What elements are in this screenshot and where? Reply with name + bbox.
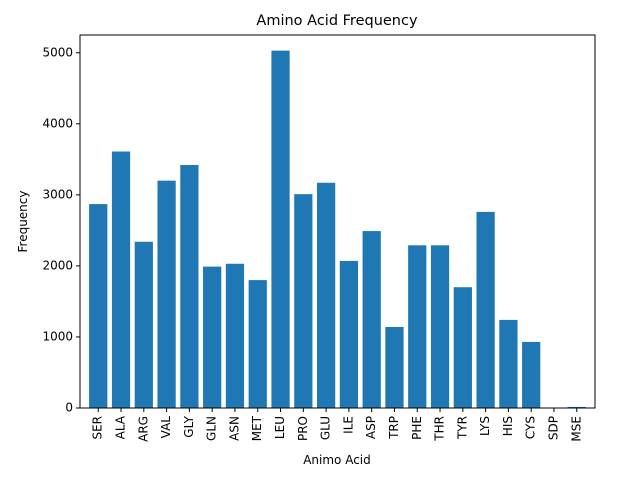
plot-frame	[80, 35, 595, 408]
x-tick-label: ILE	[341, 416, 355, 434]
x-axis: SER ALA ARG VAL GLY GLN ASN MET LEU PRO GLU ILE ASP T…	[91, 408, 584, 442]
x-tick-label: LYS	[478, 416, 492, 436]
y-tick-label: 1000	[42, 329, 73, 343]
x-axis-label: Animo Acid	[303, 453, 371, 467]
x-tick-label: SER	[91, 416, 105, 440]
bar-leu	[271, 51, 289, 408]
x-tick-label: ASN	[227, 416, 241, 441]
x-tick-label: PRO	[296, 416, 310, 441]
x-tick-label: MSE	[569, 416, 583, 442]
y-axis-label: Frequency	[16, 191, 30, 253]
x-tick-label: GLU	[319, 416, 333, 440]
bar-lys	[477, 212, 495, 408]
bar-gln	[203, 267, 221, 408]
x-tick-label: GLN	[205, 416, 219, 441]
bar-thr	[431, 245, 449, 408]
bar-ile	[340, 261, 358, 408]
x-tick-label: LEU	[273, 416, 287, 439]
y-tick-label: 2000	[42, 258, 73, 272]
bar-val	[157, 181, 175, 408]
x-tick-label: PHE	[410, 416, 424, 440]
bar-gly	[180, 165, 198, 408]
x-tick-label: HIS	[501, 416, 515, 436]
x-tick-label: TYR	[455, 416, 469, 440]
bars-group	[89, 51, 586, 408]
x-tick-label: SDP	[546, 416, 560, 440]
x-tick-label: GLY	[182, 415, 196, 437]
bar-phe	[408, 245, 426, 408]
bar-ser	[89, 204, 107, 408]
bar-ala	[112, 152, 130, 408]
y-tick-label: 5000	[42, 45, 73, 59]
bar-glu	[317, 183, 335, 408]
y-tick-label: 3000	[42, 187, 73, 201]
y-tick-label: 4000	[42, 116, 73, 130]
y-tick-label: 0	[65, 401, 73, 415]
x-tick-label: VAL	[159, 416, 173, 439]
y-axis: 0 1000 2000 3000 4000 5000	[42, 45, 80, 414]
x-tick-label: CYS	[524, 416, 538, 439]
bar-asn	[226, 264, 244, 408]
x-tick-label: ALA	[114, 415, 128, 439]
x-tick-label: ARG	[136, 416, 150, 442]
bar-trp	[385, 327, 403, 408]
bar-asp	[363, 231, 381, 408]
x-tick-label: MET	[250, 415, 264, 441]
bar-cys	[522, 342, 540, 408]
x-tick-label: THR	[433, 416, 447, 442]
x-tick-label: ASP	[364, 416, 378, 439]
x-tick-label: TRP	[387, 416, 401, 440]
bar-tyr	[454, 287, 472, 408]
bar-arg	[135, 242, 153, 408]
bar-met	[249, 280, 267, 408]
bar-his	[499, 320, 517, 408]
chart-title: Amino Acid Frequency	[256, 13, 418, 29]
bar-pro	[294, 194, 312, 408]
